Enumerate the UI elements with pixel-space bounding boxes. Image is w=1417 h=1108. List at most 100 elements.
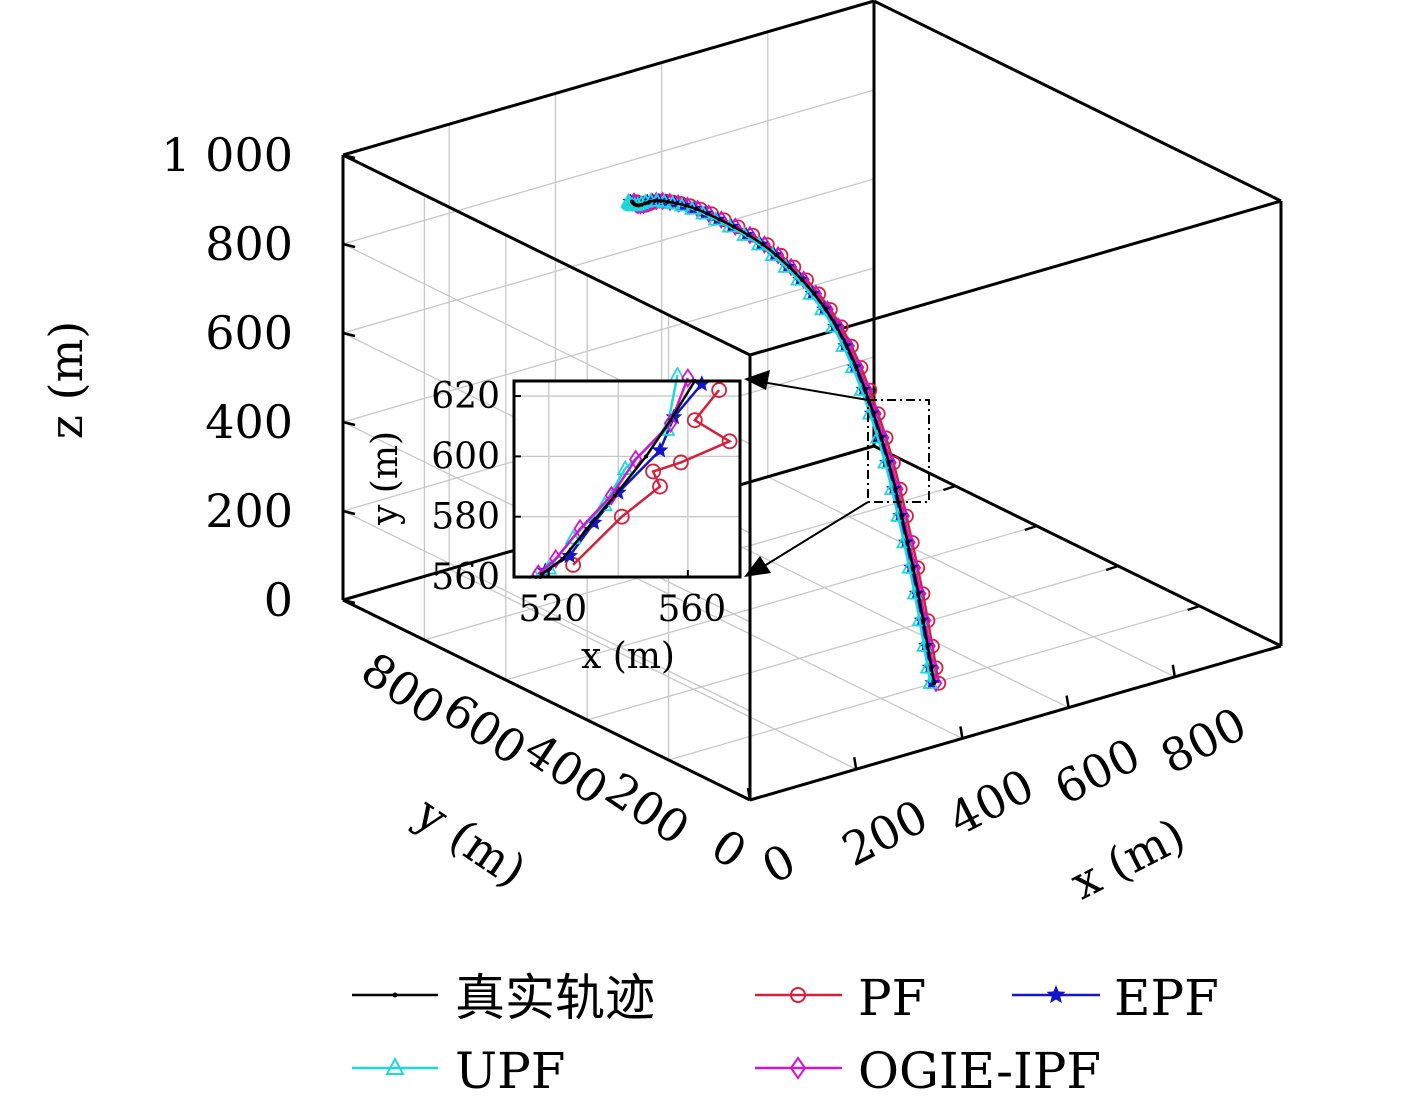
y-tick-mark [1105,564,1119,572]
series-marker [916,591,921,596]
z-axis-label: z (m) [39,321,93,439]
series-marker [854,365,859,370]
inset-marker [561,547,578,563]
y-tick-label: 0 [702,818,756,879]
inset-series-PF [565,382,738,573]
series-marker [911,565,916,570]
inset-marker [711,382,728,398]
series-marker [921,659,938,674]
svg-text:EPF: EPF [1114,969,1219,1027]
series-marker [844,343,849,348]
series-marker [731,224,736,229]
box-edge [873,444,1282,648]
zoom-arrowhead-bottom [744,556,771,577]
x-tick-mark [746,787,752,801]
inset-marker [693,375,711,392]
inset-marker [612,493,617,498]
series-marker [647,199,652,204]
z-tick-label: 200 [205,484,293,538]
grid-floor-y [505,525,1037,681]
legend-entry-epf: EPF [1012,969,1219,1027]
y-axis-label: y (m) [405,785,536,898]
grid-floor-x [448,568,857,770]
series-layer [620,191,947,693]
series-marker [799,277,804,282]
y-tick-mark [1024,524,1038,532]
inset-marker [721,433,738,450]
series-marker [630,199,634,204]
x-tick-mark [1065,695,1070,708]
inset-marker [668,418,673,423]
legend-entry-ogie-ipf: OGIE-IPF [755,1042,1101,1100]
inset-marker [604,485,619,506]
z-tick-label: 800 [205,217,293,271]
x-tick-label: 400 [940,758,1043,846]
legend-entry-true: 真实轨迹 [352,969,655,1027]
box-edge [342,153,751,357]
inset-ytick-label: 560 [431,557,500,598]
series-marker [871,411,876,416]
inset-marker [651,441,669,458]
series-marker [652,198,657,203]
x-tick-label: 0 [753,833,804,894]
inset-marker [549,548,563,569]
svg-text:真实轨迹: 真实轨迹 [455,969,655,1027]
inset-marker [681,367,695,389]
svg-text:PF: PF [858,969,926,1027]
legend-entry-upf: UPF [352,1042,565,1100]
grid-back-z [342,267,875,423]
series-marker [674,201,679,206]
inset-ytick-label: 600 [431,436,500,477]
x-tick-label: 800 [1152,697,1255,785]
series-marker [643,201,648,206]
inset-marker [613,508,630,525]
series-marker [921,618,926,623]
series-marker [929,665,934,670]
series-marker [693,206,698,211]
box-edge [749,644,1282,802]
inset-line [537,377,689,575]
inset-ytick-label: 580 [431,497,500,538]
inset-xtick-label: 520 [518,589,587,630]
series-真实轨迹 [630,198,937,685]
series-marker [774,253,779,258]
box-edge [342,0,875,157]
series-marker [812,291,817,296]
x-axis-label: x (m) [1062,807,1194,910]
zoom-arrow-bottom [755,501,869,572]
series-marker [899,513,904,518]
inset-frame [512,379,742,579]
inset-xtick-label: 560 [657,589,726,630]
y-tick-mark [1268,644,1282,652]
axes-box [341,0,1283,802]
inset-marker [531,563,546,579]
series-marker [683,203,688,208]
y-tick-mark [1187,604,1200,612]
inset-series-OGIE-IPF [531,367,695,579]
series-marker [879,435,884,440]
inset-marker [663,413,678,434]
inset-marker [645,463,661,480]
legend: 真实轨迹 PF EPF UPF OGIE-IPF [352,969,1219,1100]
series-marker [787,264,792,269]
series-marker [760,242,765,247]
zoom-arrowhead-top [744,370,770,390]
zoom-box [867,399,930,503]
x-tick-mark [1171,664,1177,678]
x-tick-label: 200 [834,789,937,877]
box-edge [342,598,751,802]
inset-x-label: x (m) [581,636,675,677]
svg-text:OGIE-IPF: OGIE-IPF [858,1042,1101,1100]
inset-marker [560,556,565,561]
series-marker [886,460,891,465]
inset-marker [672,454,689,471]
grid-side-z [342,510,751,712]
series-marker [863,387,868,392]
z-tick-mark [342,509,356,516]
x-tick-mark [959,726,964,739]
inset-marker [644,454,649,459]
box-edge [873,0,1282,203]
series-marker [905,540,910,545]
inset-plot: 520 560 560 580 600 620 [431,367,742,630]
